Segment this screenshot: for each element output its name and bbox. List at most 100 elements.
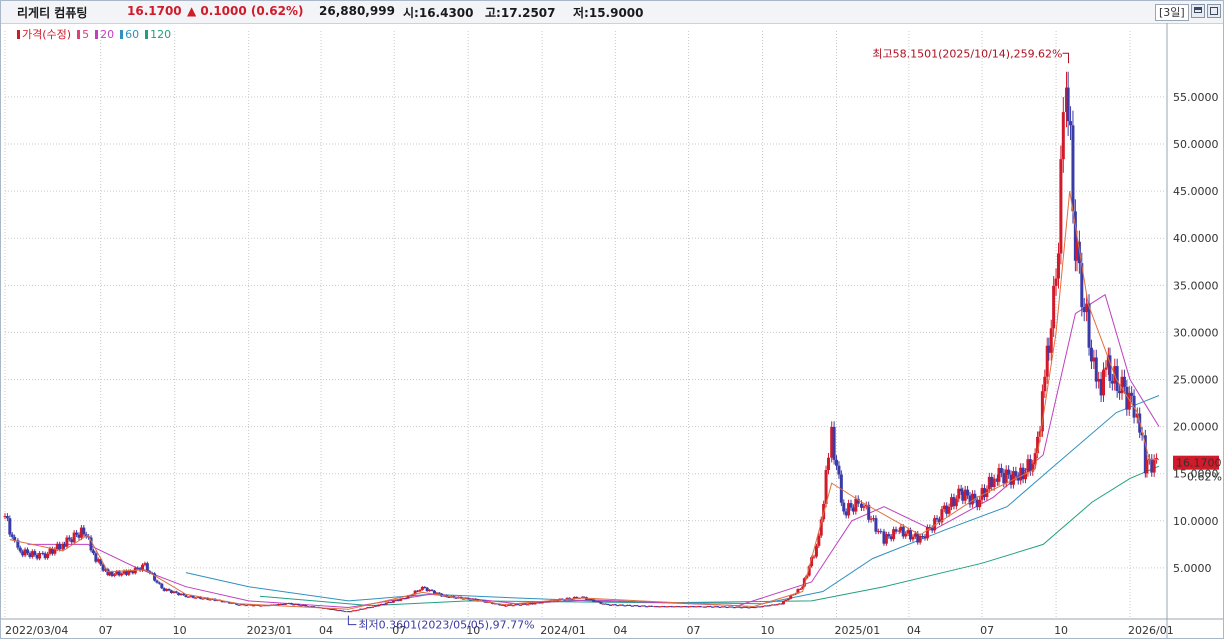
candle-body xyxy=(281,604,285,606)
candle-body xyxy=(563,599,567,601)
maximize-window-icon[interactable] xyxy=(1207,4,1221,18)
candle-body xyxy=(182,593,186,596)
candle-body xyxy=(642,605,646,607)
candle-body xyxy=(810,557,814,567)
candle-body xyxy=(1089,347,1093,362)
candle-body xyxy=(1102,369,1106,396)
candle-body xyxy=(201,598,205,600)
candle-body xyxy=(691,606,695,608)
candle-body xyxy=(189,595,193,597)
candle-body xyxy=(1125,386,1129,410)
candle-body xyxy=(1066,87,1070,122)
candle-body xyxy=(1043,376,1047,392)
legend-label: 120 xyxy=(150,27,172,41)
candle-body xyxy=(966,489,970,496)
candle-body xyxy=(752,606,756,608)
candle-body xyxy=(995,478,999,482)
legend-item: 5 xyxy=(77,28,89,41)
candle-body xyxy=(375,605,379,607)
candle-body xyxy=(284,603,288,605)
candle-body xyxy=(992,478,996,487)
high-annotation: 최고58.1501(2025/10/14),259.62% xyxy=(872,47,1062,60)
candle-body xyxy=(198,596,202,599)
candle-body xyxy=(331,609,335,611)
candle-body xyxy=(506,604,510,606)
candle-body xyxy=(613,604,617,606)
candle-body xyxy=(184,595,188,597)
candle-body xyxy=(807,566,811,576)
candle-body xyxy=(523,603,527,605)
candle-body xyxy=(239,604,243,606)
candle-body xyxy=(864,504,868,507)
candle-body xyxy=(844,511,848,516)
y-tick-label: 15.0000 xyxy=(1173,468,1219,481)
candle-body xyxy=(196,596,200,598)
legend-swatch xyxy=(95,29,99,39)
candle-body xyxy=(55,543,59,550)
candle-body xyxy=(601,603,605,605)
chart-legend: 가격(수정) 5 20 60 120 xyxy=(17,26,171,42)
candle-body xyxy=(500,604,504,606)
candle-body xyxy=(502,604,506,606)
candle-body xyxy=(276,604,280,606)
x-tick-label: 2024/01 xyxy=(540,624,586,637)
candle-body xyxy=(830,426,834,458)
candle-body xyxy=(817,535,821,546)
candle-body xyxy=(120,573,124,576)
candle-body xyxy=(301,605,305,607)
candle-body xyxy=(609,604,613,606)
candle-body xyxy=(918,535,922,543)
candle-body xyxy=(667,606,671,608)
restore-window-icon[interactable] xyxy=(1191,4,1205,18)
candle-body xyxy=(292,604,296,606)
candle-body xyxy=(1118,391,1122,394)
candle-body xyxy=(294,604,298,606)
candle-body xyxy=(230,602,234,604)
candle-body xyxy=(1085,303,1089,313)
candle-body xyxy=(916,533,920,543)
legend-item: 120 xyxy=(145,28,171,41)
candle-body xyxy=(1021,467,1025,480)
candle-body xyxy=(1065,87,1069,113)
candle-body xyxy=(775,604,779,606)
candle-body xyxy=(901,526,905,537)
candle-body xyxy=(72,532,76,543)
current-price: 16.1700 xyxy=(127,4,182,18)
candle-body xyxy=(565,597,569,600)
ma5-line xyxy=(9,191,1159,610)
candle-body xyxy=(13,536,17,541)
legend-swatch xyxy=(145,29,149,39)
candle-body xyxy=(894,529,898,532)
candle-body xyxy=(635,605,639,607)
candle-body xyxy=(256,604,260,606)
candle-body xyxy=(382,604,386,606)
candle-body xyxy=(1024,472,1028,480)
candle-body xyxy=(104,569,108,571)
candle-body xyxy=(777,603,781,605)
candle-body xyxy=(1150,458,1154,473)
candle-body xyxy=(728,606,732,608)
candle-body xyxy=(874,518,878,532)
period-button[interactable]: [3일] xyxy=(1155,4,1189,21)
candle-body xyxy=(334,609,338,611)
candle-body xyxy=(108,571,112,575)
candle-body xyxy=(872,518,876,520)
y-tick-label: 20.0000 xyxy=(1173,421,1219,434)
candle-body xyxy=(604,603,608,605)
current-price-tag xyxy=(1173,455,1219,470)
candle-body xyxy=(26,549,30,554)
candle-body xyxy=(110,571,114,576)
candle-body xyxy=(756,606,760,608)
candle-body xyxy=(354,610,358,612)
candle-body xyxy=(633,605,637,607)
candle-body xyxy=(884,534,888,544)
candle-body xyxy=(1052,285,1056,329)
x-tick-label: 04 xyxy=(319,624,333,637)
candle-body xyxy=(732,607,736,609)
candle-body xyxy=(396,600,400,602)
candle-body xyxy=(628,604,632,606)
x-tick-label: 10 xyxy=(761,624,775,637)
candle-body xyxy=(572,596,576,599)
candle-body xyxy=(538,602,542,604)
